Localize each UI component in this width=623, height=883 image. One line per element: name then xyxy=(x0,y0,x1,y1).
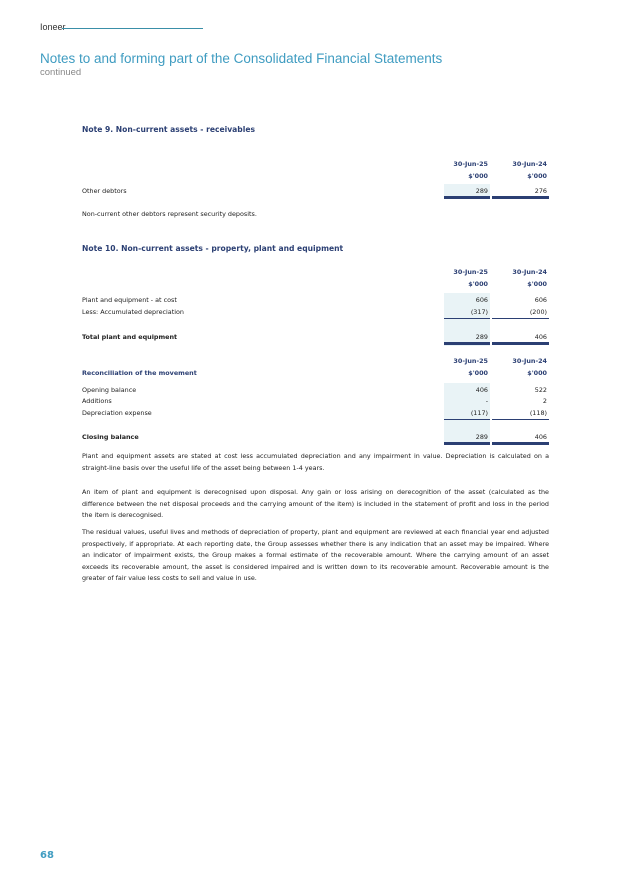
recon-closing-label: Closing balance xyxy=(82,433,139,441)
recon-row-v2: (118) xyxy=(529,409,547,417)
note9-col1-header: 30-Jun-25 xyxy=(453,160,488,168)
note9-col2-header: 30-Jun-24 xyxy=(512,160,547,168)
note10-row-v2: 606 xyxy=(534,296,547,304)
recon-row-v2: 522 xyxy=(534,386,547,394)
recon-closing-v2: 406 xyxy=(534,433,547,441)
page-subtitle: continued xyxy=(40,67,82,78)
recon-row-label: Depreciation expense xyxy=(82,409,152,417)
note10-col2-unit: $'000 xyxy=(527,280,547,288)
page-number: 68 xyxy=(40,850,54,861)
note10-total-v1: 289 xyxy=(475,333,488,341)
paragraph: An item of plant and equipment is dereco… xyxy=(82,488,549,520)
recon-closing-rule xyxy=(444,442,490,445)
note10-row-label: Plant and equipment - at cost xyxy=(82,296,177,304)
note9-col1-unit: $'000 xyxy=(468,172,488,180)
note10-subtotal-rule xyxy=(492,318,549,319)
page-title: Notes to and forming part of the Consoli… xyxy=(40,51,443,66)
recon-col2-unit: $'000 xyxy=(527,369,547,377)
paragraph: Plant and equipment assets are stated at… xyxy=(82,452,549,472)
note10-row-label: Less: Accumulated depreciation xyxy=(82,308,184,316)
note10-col1-header: 30-Jun-25 xyxy=(453,268,488,276)
note9-row-v1: 289 xyxy=(475,187,488,195)
recon-col1-unit: $'000 xyxy=(468,369,488,377)
brand-name: Ioneer xyxy=(40,22,66,32)
recon-row-label: Additions xyxy=(82,397,112,405)
note10-row-v1: 606 xyxy=(475,296,488,304)
note9-heading: Note 9. Non-current assets - receivables xyxy=(82,125,256,134)
recon-col2-header: 30-Jun-24 xyxy=(512,357,547,365)
note10-col2-header: 30-Jun-24 xyxy=(512,268,547,276)
note9-rule xyxy=(492,196,549,199)
note10-total-label: Total plant and equipment xyxy=(82,333,178,341)
recon-row-v1: - xyxy=(485,397,488,405)
recon-row-label: Opening balance xyxy=(82,386,137,394)
note10-total-rule xyxy=(492,342,549,345)
recon-row-v1: 406 xyxy=(475,386,488,394)
recon-subtotal-rule xyxy=(492,419,549,420)
recon-closing-v1: 289 xyxy=(475,433,488,441)
note9-row-label: Other debtors xyxy=(82,187,127,195)
recon-heading: Reconciliation of the movement xyxy=(82,369,197,377)
paragraph: The residual values, useful lives and me… xyxy=(82,528,549,583)
note10-shade xyxy=(444,293,490,346)
recon-row-v1: (117) xyxy=(470,409,488,417)
recon-subtotal-rule xyxy=(444,419,490,420)
recon-closing-rule xyxy=(492,442,549,445)
note10-row-v2: (200) xyxy=(529,308,547,316)
note9-rule xyxy=(444,196,490,199)
note9-shade xyxy=(444,184,490,196)
note10-col1-unit: $'000 xyxy=(468,280,488,288)
note10-total-v2: 406 xyxy=(534,333,547,341)
note9-footnote: Non-current other debtors represent secu… xyxy=(82,210,257,218)
note9-col2-unit: $'000 xyxy=(527,172,547,180)
note10-subtotal-rule xyxy=(444,318,490,319)
note9-row-v2: 276 xyxy=(534,187,547,195)
recon-row-v2: 2 xyxy=(542,397,547,405)
note10-heading: Note 10. Non-current assets - property, … xyxy=(82,244,344,253)
recon-col1-header: 30-Jun-25 xyxy=(453,357,488,365)
header-divider xyxy=(62,28,203,29)
recon-shade xyxy=(444,383,490,443)
note10-row-v1: (317) xyxy=(470,308,488,316)
note10-total-rule xyxy=(444,342,490,345)
